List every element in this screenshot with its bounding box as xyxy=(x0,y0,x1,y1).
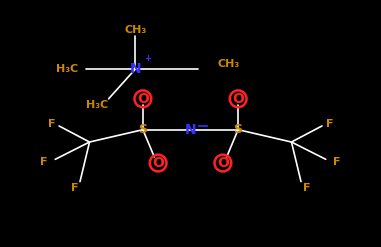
Text: +: + xyxy=(144,54,150,63)
Text: N: N xyxy=(185,123,196,137)
Text: O: O xyxy=(232,92,244,106)
Text: F: F xyxy=(326,119,333,128)
Text: CH₃: CH₃ xyxy=(124,25,146,35)
Text: F: F xyxy=(303,183,311,193)
Text: F: F xyxy=(48,119,55,128)
Text: O: O xyxy=(137,92,149,106)
Text: H₃C: H₃C xyxy=(56,64,78,74)
Text: S: S xyxy=(138,123,147,136)
Text: N: N xyxy=(130,62,141,76)
Text: F: F xyxy=(40,157,48,167)
Text: F: F xyxy=(70,183,78,193)
Text: CH₃: CH₃ xyxy=(218,59,240,69)
Text: F: F xyxy=(333,157,341,167)
Text: O: O xyxy=(152,156,164,170)
Text: S: S xyxy=(234,123,243,136)
Text: O: O xyxy=(217,156,229,170)
Text: H₃C: H₃C xyxy=(86,100,108,110)
